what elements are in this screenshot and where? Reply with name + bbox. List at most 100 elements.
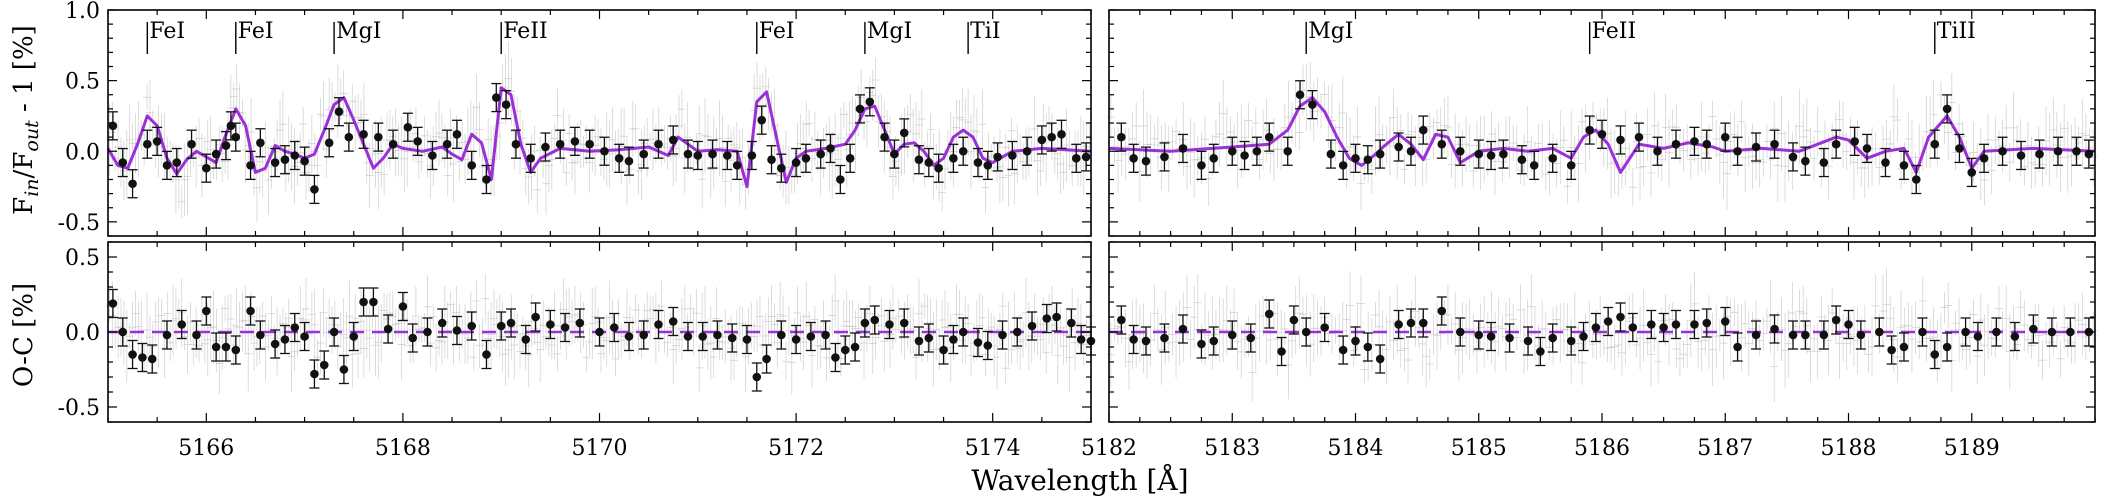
binned-point-bottom [1394,320,1403,329]
binned-point-top [1566,161,1576,170]
binned-point-bottom [1733,342,1742,352]
binned-point-bottom [452,326,462,335]
binned-point-top [1295,90,1305,100]
binned-point-bottom [1566,336,1576,346]
binned-point-top [1801,156,1810,166]
binned-point-top [1720,132,1730,142]
binned-point-top [614,154,624,163]
unbinned-data-layer [105,41,2098,403]
binned-point-top [880,132,889,142]
binned-point-top [747,151,757,160]
binned-point-bottom [1117,315,1126,325]
binned-point-bottom [192,330,201,340]
binned-point-top [359,130,368,139]
binned-point-top [890,149,899,159]
binned-point-bottom [1338,345,1348,355]
binned-point-bottom [949,335,958,344]
binned-point-top [1474,149,1484,159]
binned-point-bottom [1375,354,1385,364]
binned-point-top [300,156,309,166]
binned-point-bottom [423,327,432,337]
binned-point-bottom [1076,335,1086,344]
binned-point-bottom [1603,317,1613,326]
binned-point-top [467,161,477,170]
binned-point-bottom [290,323,300,332]
binned-point-top [1008,151,1017,160]
binned-point-top [1616,135,1625,145]
binned-point-bottom [280,335,290,344]
binned-point-bottom [1455,327,1465,337]
binned-point-top [1338,161,1348,170]
binned-point-bottom [108,299,118,308]
x-tick-label: 5170 [572,436,628,461]
binned-point-bottom [1129,335,1138,344]
y-tick-label-bottom: 0.0 [65,321,100,346]
binned-point-top [1998,146,2007,156]
binned-point-bottom [1197,339,1206,349]
binned-point-top [1197,161,1206,170]
binned-point-top [1351,154,1360,163]
line-marker-label: FeI [759,19,795,44]
x-tick-label: 5166 [178,436,234,461]
binned-point-top [1653,146,1662,156]
binned-point-top [118,158,128,167]
binned-point-bottom [752,372,762,382]
binned-point-top [865,97,875,107]
binned-point-bottom [1160,333,1169,343]
binned-point-bottom [831,353,840,362]
binned-point-bottom [1418,318,1428,328]
binned-point-top [1455,146,1465,156]
binned-point-top [1057,130,1066,139]
binned-point-top [1252,146,1262,156]
binned-point-top [722,151,732,160]
binned-point-bottom [1264,309,1274,319]
binned-point-top [1308,100,1317,109]
binned-point-bottom [575,318,585,328]
binned-point-top [221,141,231,150]
binned-point-top [388,139,398,149]
binned-point-top [654,139,663,149]
binned-point-bottom [1918,327,1927,337]
binned-point-top [403,122,413,132]
line-marker-label: MgI [336,19,381,44]
binned-point-bottom [482,350,491,359]
binned-point-bottom [870,315,880,325]
binned-point-bottom [1363,342,1373,352]
binned-point-bottom [624,332,634,341]
binned-point-top [1979,154,1989,163]
binned-point-top [211,149,221,159]
x-tick-label: 5172 [768,436,824,461]
binned-point-bottom [1406,318,1416,328]
binned-point-bottom [560,323,570,332]
binned-point-bottom [1591,323,1601,332]
y-tick-label-bottom: 0.5 [65,246,100,271]
binned-point-bottom [128,350,137,359]
binned-point-top [270,158,280,167]
binned-point-top [187,139,196,149]
binned-point-top [501,100,511,109]
binned-point-top [1930,139,1940,149]
binned-point-bottom [1209,336,1219,346]
binned-point-bottom [211,342,221,352]
y-tick-label-top: 1.0 [65,0,100,24]
x-axis-label: Wavelength [Å] [971,464,1188,497]
binned-point-bottom [1277,347,1286,356]
binned-point-bottom [1012,327,1022,337]
binned-point-top [914,155,924,165]
binned-point-top [899,128,909,138]
x-tick-label: 5174 [965,436,1021,461]
binned-point-top [231,132,241,142]
binned-point-top [639,149,649,159]
binned-point-bottom [1844,320,1853,329]
binned-point-top [442,139,452,149]
x-tick-label: 5182 [1081,436,1137,461]
binned-point-top [585,139,594,149]
binned-point-bottom [1437,306,1447,316]
binned-point-top [1326,149,1336,159]
binned-point-top [1437,139,1447,149]
binned-point-bottom [1474,330,1484,340]
binned-point-top [1240,151,1249,160]
binned-point-top [1831,139,1841,149]
binned-point-bottom [270,339,280,349]
binned-point-top [570,137,580,146]
